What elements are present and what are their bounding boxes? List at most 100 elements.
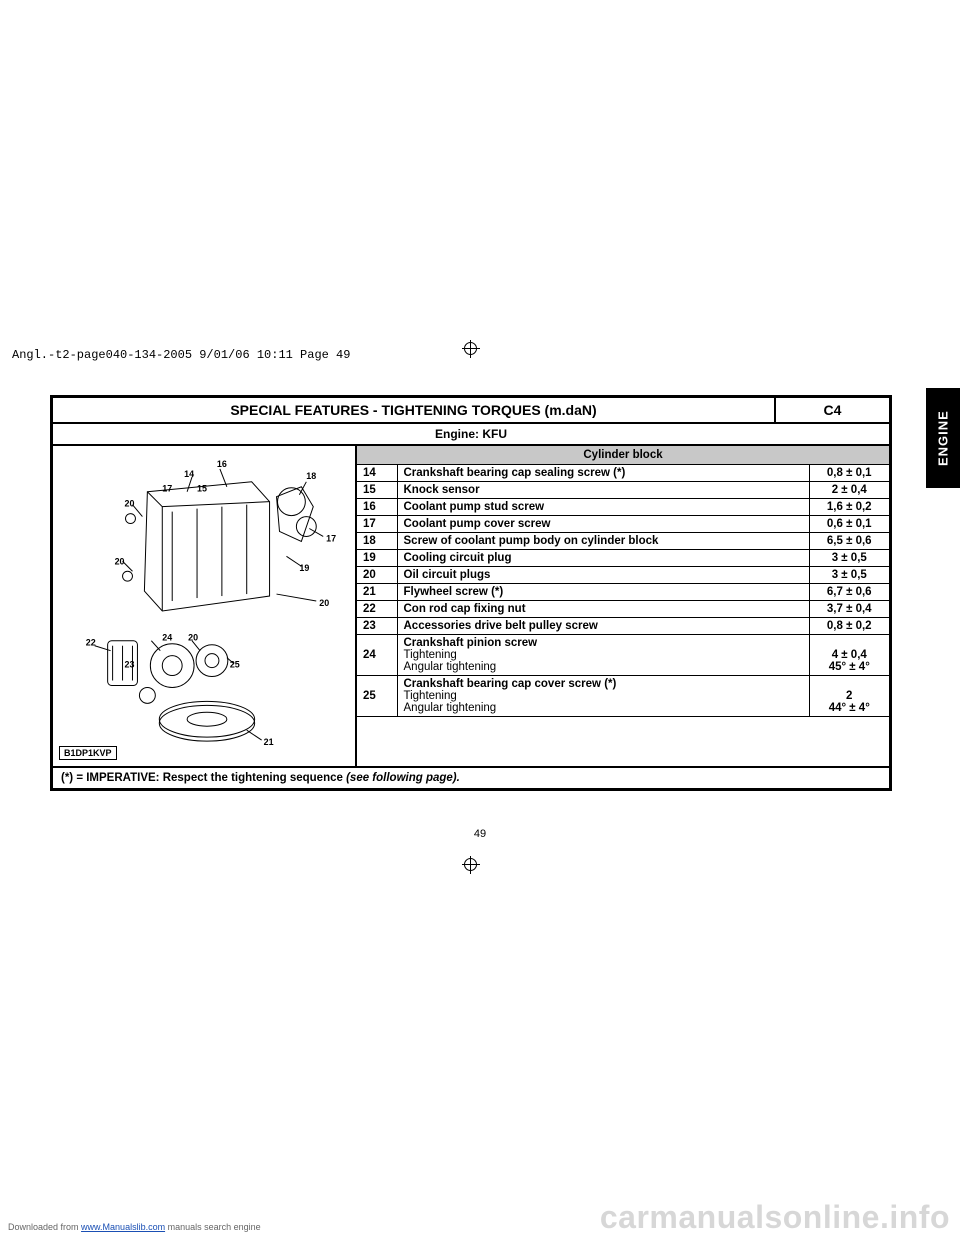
row-desc-main: Crankshaft pinion screw bbox=[404, 637, 538, 649]
callout-label: 18 bbox=[306, 471, 316, 481]
row-num: 15 bbox=[357, 482, 397, 499]
table-row: 23 Accessories drive belt pulley screw 0… bbox=[357, 618, 889, 635]
callout-label: 14 bbox=[184, 469, 194, 479]
callout-label: 17 bbox=[162, 484, 172, 494]
callout-label: 22 bbox=[86, 638, 96, 648]
row-desc: Oil circuit plugs bbox=[397, 567, 809, 584]
row-val: 2 ± 0,4 bbox=[809, 482, 889, 499]
table-row: 14 Crankshaft bearing cap sealing screw … bbox=[357, 465, 889, 482]
row-val: 2 44° ± 4° bbox=[809, 676, 889, 717]
callout-label: 20 bbox=[115, 556, 125, 566]
row-num: 24 bbox=[357, 635, 397, 676]
row-num: 19 bbox=[357, 550, 397, 567]
row-val: 1,6 ± 0,2 bbox=[809, 499, 889, 516]
row-desc-sub: Tightening bbox=[404, 649, 803, 661]
callout-label: 20 bbox=[125, 499, 135, 509]
torque-table-panel: Cylinder block 14 Crankshaft bearing cap… bbox=[357, 446, 889, 766]
table-row: 15 Knock sensor 2 ± 0,4 bbox=[357, 482, 889, 499]
table-spacer bbox=[357, 717, 889, 739]
table-row: 25 Crankshaft bearing cap cover screw (*… bbox=[357, 676, 889, 717]
row-num: 18 bbox=[357, 533, 397, 550]
manualslib-link[interactable]: www.Manualslib.com bbox=[81, 1222, 165, 1232]
table-row: 18 Screw of coolant pump body on cylinde… bbox=[357, 533, 889, 550]
row-num: 23 bbox=[357, 618, 397, 635]
crop-mark-icon bbox=[462, 340, 480, 358]
row-val: 4 ± 0,4 45° ± 4° bbox=[809, 635, 889, 676]
table-row: 24 Crankshaft pinion screw Tightening An… bbox=[357, 635, 889, 676]
row-desc: Crankshaft pinion screw Tightening Angul… bbox=[397, 635, 809, 676]
table-row: 20 Oil circuit plugs 3 ± 0,5 bbox=[357, 567, 889, 584]
table-row: 17 Coolant pump cover screw 0,6 ± 0,1 bbox=[357, 516, 889, 533]
row-desc: Coolant pump stud screw bbox=[397, 499, 809, 516]
row-num: 16 bbox=[357, 499, 397, 516]
table-section-header: Cylinder block bbox=[357, 446, 889, 465]
row-desc: Cooling circuit plug bbox=[397, 550, 809, 567]
callout-label: 20 bbox=[188, 633, 198, 643]
row-desc-sub: Angular tightening bbox=[404, 661, 803, 673]
row-val-sub: 45° ± 4° bbox=[816, 661, 884, 673]
engine-block-diagram-icon: 14 16 18 15 17 17 19 20 20 20 20 22 23 2… bbox=[53, 446, 355, 762]
row-desc: Knock sensor bbox=[397, 482, 809, 499]
row-desc: Flywheel screw (*) bbox=[397, 584, 809, 601]
row-val: 6,7 ± 0,6 bbox=[809, 584, 889, 601]
row-val: 3,7 ± 0,4 bbox=[809, 601, 889, 618]
row-desc: Coolant pump cover screw bbox=[397, 516, 809, 533]
section-tab-engine: ENGINE bbox=[926, 388, 960, 488]
footer-prefix: Downloaded from bbox=[8, 1222, 81, 1232]
row-num: 22 bbox=[357, 601, 397, 618]
footnote: (*) = IMPERATIVE: Respect the tightening… bbox=[53, 766, 889, 788]
download-footer: Downloaded from www.Manualslib.com manua… bbox=[8, 1222, 261, 1232]
table-row: 22 Con rod cap fixing nut 3,7 ± 0,4 bbox=[357, 601, 889, 618]
row-desc: Crankshaft bearing cap sealing screw (*) bbox=[397, 465, 809, 482]
engine-subtitle: Engine: KFU bbox=[53, 424, 889, 446]
callout-label: 23 bbox=[125, 660, 135, 670]
page-title: SPECIAL FEATURES - TIGHTENING TORQUES (m… bbox=[53, 398, 774, 422]
row-val: 0,6 ± 0,1 bbox=[809, 516, 889, 533]
model-code: C4 bbox=[774, 398, 889, 422]
row-desc: Accessories drive belt pulley screw bbox=[397, 618, 809, 635]
footnote-ref: (see following page). bbox=[346, 772, 460, 784]
row-val-sub: 44° ± 4° bbox=[816, 702, 884, 714]
footnote-text: (*) = IMPERATIVE: Respect the tightening… bbox=[61, 772, 346, 784]
row-desc: Screw of coolant pump body on cylinder b… bbox=[397, 533, 809, 550]
row-val: 0,8 ± 0,2 bbox=[809, 618, 889, 635]
body-row: 14 16 18 15 17 17 19 20 20 20 20 22 23 2… bbox=[53, 446, 889, 766]
callout-label: 21 bbox=[264, 737, 274, 747]
print-run-header: Angl.-t2-page040-134-2005 9/01/06 10:11 … bbox=[12, 348, 350, 362]
row-val: 3 ± 0,5 bbox=[809, 567, 889, 584]
content-frame: SPECIAL FEATURES - TIGHTENING TORQUES (m… bbox=[50, 395, 892, 791]
row-val: 0,8 ± 0,1 bbox=[809, 465, 889, 482]
row-num: 14 bbox=[357, 465, 397, 482]
row-desc-main: Crankshaft bearing cap cover screw (*) bbox=[404, 678, 617, 690]
callout-label: 16 bbox=[217, 459, 227, 469]
footer-suffix: manuals search engine bbox=[165, 1222, 261, 1232]
callout-label: 25 bbox=[230, 660, 240, 670]
row-val-sub: 2 bbox=[816, 690, 884, 702]
table-row: 16 Coolant pump stud screw 1,6 ± 0,2 bbox=[357, 499, 889, 516]
row-desc-sub: Angular tightening bbox=[404, 702, 803, 714]
callout-label: 19 bbox=[299, 563, 309, 573]
page-number: 49 bbox=[0, 828, 960, 840]
torque-table: Cylinder block 14 Crankshaft bearing cap… bbox=[357, 446, 889, 739]
row-desc: Con rod cap fixing nut bbox=[397, 601, 809, 618]
table-row: 19 Cooling circuit plug 3 ± 0,5 bbox=[357, 550, 889, 567]
callout-label: 17 bbox=[326, 533, 336, 543]
callout-label: 20 bbox=[319, 598, 329, 608]
title-row: SPECIAL FEATURES - TIGHTENING TORQUES (m… bbox=[53, 398, 889, 424]
row-val: 3 ± 0,5 bbox=[809, 550, 889, 567]
callout-label: 24 bbox=[162, 633, 172, 643]
callout-label: 15 bbox=[197, 484, 207, 494]
row-num: 21 bbox=[357, 584, 397, 601]
watermark: carmanualsonline.info bbox=[600, 1199, 950, 1236]
row-val-sub: 4 ± 0,4 bbox=[816, 649, 884, 661]
row-num: 17 bbox=[357, 516, 397, 533]
row-desc: Crankshaft bearing cap cover screw (*) T… bbox=[397, 676, 809, 717]
table-row: 21 Flywheel screw (*) 6,7 ± 0,6 bbox=[357, 584, 889, 601]
row-num: 25 bbox=[357, 676, 397, 717]
crop-mark-icon bbox=[462, 856, 480, 874]
row-num: 20 bbox=[357, 567, 397, 584]
row-val: 6,5 ± 0,6 bbox=[809, 533, 889, 550]
diagram-code-label: B1DP1KVP bbox=[59, 746, 117, 760]
diagram-panel: 14 16 18 15 17 17 19 20 20 20 20 22 23 2… bbox=[53, 446, 357, 766]
row-desc-sub: Tightening bbox=[404, 690, 803, 702]
